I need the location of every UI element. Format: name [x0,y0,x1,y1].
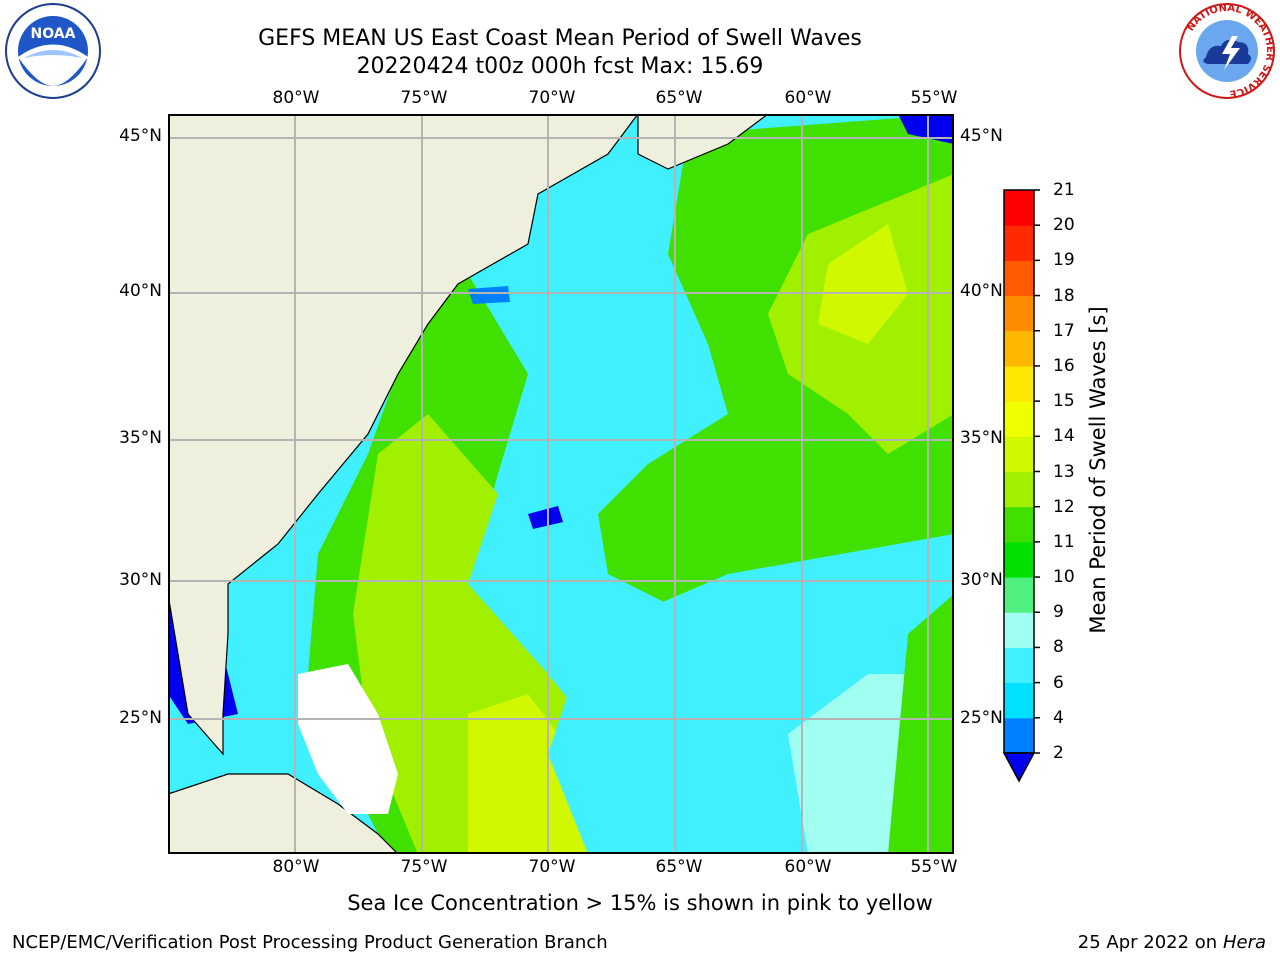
colorbar-tick-label: 8 [1053,637,1064,658]
colorbar-segment [1004,541,1034,578]
noaa-logo-text: NOAA [31,26,76,42]
colorbar-tick-label: 4 [1053,707,1064,728]
colorbar-segment [1004,260,1034,297]
colorbar-segment [1004,612,1034,648]
colorbar-tick-label: 2 [1053,743,1064,763]
colorbar-segment [1004,436,1034,472]
lon-label-top-75w: 75°W [400,88,448,108]
graticule [168,114,954,854]
chart-subtitle: 20220424 t00z 000h fcst Max: 15.69 [356,54,764,79]
colorbar-segment [1004,365,1034,402]
swell-region-yellowgreen-west [353,414,708,854]
lon-label-bottom-75w: 75°W [400,857,448,877]
lat-label-left-40n: 40°N [119,281,162,301]
colorbar-tick-label: 15 [1053,391,1075,412]
colorbar-segment [1004,577,1034,613]
colorbar-segment [1004,647,1034,684]
colorbar-segment [1004,682,1034,719]
swell-region-blue-3 [468,286,510,304]
lon-label-bottom-80w: 80°W [272,857,320,877]
footer-host: Hera [1222,932,1266,953]
lon-label-top-55w: 55°W [910,88,958,108]
colorbar-segment [1004,717,1034,754]
colorbar-tick-label: 18 [1053,285,1075,306]
lat-label-left-35n: 35°N [119,428,162,448]
colorbar-tick-label: 11 [1053,531,1075,552]
lat-label-left-25n: 25°N [119,708,162,728]
colorbar-segment [1004,190,1034,226]
noaa-logo: NOAA [2,2,104,104]
lon-label-bottom-55w: 55°W [910,857,958,877]
lon-label-bottom-65w: 65°W [655,857,703,877]
colorbar-segment [1004,471,1034,508]
colorbar [1000,186,1040,790]
footer-branch: NCEP/EMC/Verification Post Processing Pr… [12,932,608,953]
swell-region-blue-4 [528,506,563,529]
chart-title: GEFS MEAN US East Coast Mean Period of S… [258,26,862,51]
lat-label-right-30n: 30°N [960,570,1003,590]
colorbar-tick-label: 6 [1053,672,1064,693]
footer-date-text: 25 Apr 2022 on [1077,932,1223,953]
lon-label-top-65w: 65°W [655,88,703,108]
colorbar-tick-label: 9 [1053,602,1064,623]
colorbar-segment [1004,401,1034,437]
lat-label-left-45n: 45°N [119,126,162,146]
land-maritimes [637,114,769,170]
colorbar-tick-label: 19 [1053,250,1075,271]
land-cuba [168,773,399,854]
colorbar-tick-label: 17 [1053,320,1075,341]
lon-label-top-80w: 80°W [272,88,320,108]
map-frame [168,114,954,854]
swell-region-yellow-east [818,224,908,344]
footer-date: 25 Apr 2022 on Hera [1078,932,1266,953]
colorbar-tick-label: 21 [1053,180,1075,200]
colorbar-segment [1004,330,1034,367]
colorbar-tick-label: 13 [1053,461,1075,482]
colorbar-under-arrow [1002,752,1036,783]
lon-label-bottom-60w: 60°W [784,857,832,877]
colorbar-tick-label: 12 [1053,496,1075,517]
lat-label-right-40n: 40°N [960,281,1003,301]
colorbar-tick-label: 16 [1053,355,1075,376]
lat-label-right-35n: 35°N [960,428,1003,448]
sea-ice-note: Sea Ice Concentration > 15% is shown in … [347,891,933,915]
swell-period-map [168,114,954,858]
lat-label-right-25n: 25°N [960,708,1003,728]
colorbar-segment [1004,506,1034,543]
colorbar-tick-label: 10 [1053,567,1075,588]
colorbar-tick-label: 20 [1053,215,1075,236]
lon-label-top-70w: 70°W [528,88,576,108]
swell-region-southeast-green [888,594,954,854]
colorbar-tick-label: 14 [1053,426,1075,447]
colorbar-segment [1004,295,1034,332]
colorbar-segment [1004,225,1034,261]
lon-label-bottom-70w: 70°W [528,857,576,877]
swell-region-blue-2 [898,114,954,144]
lon-label-top-60w: 60°W [784,88,832,108]
nws-logo: NATIONAL WEATHER SERVICE [1176,2,1278,104]
no-data-bahamas [298,664,398,814]
lat-label-left-30n: 30°N [119,570,162,590]
lat-label-right-45n: 45°N [960,126,1003,146]
colorbar-title: Mean Period of Swell Waves [s] [1086,306,1110,634]
land-us-east [168,114,639,756]
